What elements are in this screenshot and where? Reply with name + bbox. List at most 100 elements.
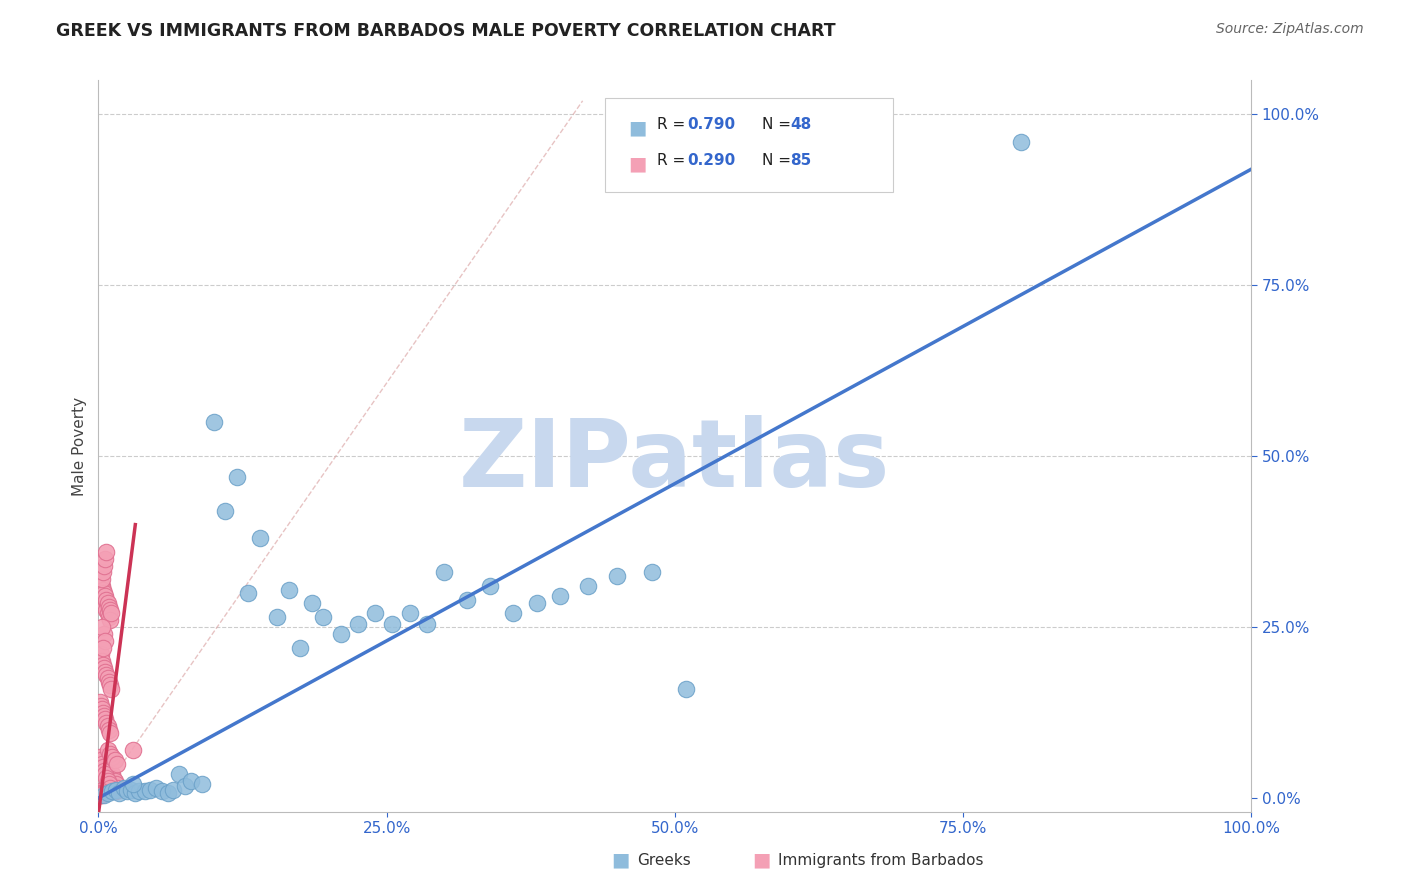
Point	[124, 786, 146, 800]
Point	[202, 415, 225, 429]
Point	[90, 620, 112, 634]
Point	[128, 784, 150, 798]
Text: GREEK VS IMMIGRANTS FROM BARBADOS MALE POVERTY CORRELATION CHART: GREEK VS IMMIGRANTS FROM BARBADOS MALE P…	[56, 22, 835, 40]
Point	[91, 592, 114, 607]
Point	[91, 706, 114, 720]
Point	[93, 709, 115, 723]
Point	[91, 582, 114, 597]
Point	[103, 774, 125, 789]
Point	[94, 665, 117, 679]
Point	[103, 780, 125, 795]
Point	[675, 681, 697, 696]
Point	[94, 551, 117, 566]
Point	[174, 779, 197, 793]
Point	[97, 723, 120, 737]
Point	[416, 616, 439, 631]
Point	[103, 777, 125, 791]
Point	[90, 787, 112, 801]
Point	[90, 786, 112, 800]
Point	[90, 572, 112, 586]
Point	[90, 754, 112, 768]
Point	[100, 681, 122, 696]
Point	[117, 784, 139, 798]
Point	[98, 747, 121, 761]
Point	[98, 726, 121, 740]
Point	[91, 657, 114, 672]
Point	[479, 579, 502, 593]
Point	[112, 780, 135, 795]
Text: 85: 85	[790, 153, 811, 168]
Point	[97, 672, 120, 686]
Point	[1010, 135, 1032, 149]
Point	[90, 579, 112, 593]
Point	[93, 627, 115, 641]
Point	[150, 784, 173, 798]
Point	[94, 599, 117, 614]
Point	[97, 786, 120, 800]
Point	[90, 654, 112, 668]
Point	[606, 569, 628, 583]
Text: Immigrants from Barbados: Immigrants from Barbados	[778, 853, 983, 868]
Point	[90, 698, 112, 713]
Text: N =: N =	[762, 117, 796, 132]
Point	[89, 788, 111, 802]
Point	[104, 784, 127, 798]
Text: R =: R =	[657, 153, 690, 168]
Point	[381, 616, 404, 631]
Point	[89, 787, 111, 801]
Point	[97, 777, 120, 791]
Point	[90, 648, 112, 662]
Point	[347, 616, 370, 631]
Point	[101, 767, 124, 781]
Point	[93, 661, 115, 675]
Point	[94, 767, 117, 781]
Point	[277, 582, 299, 597]
Point	[93, 788, 115, 802]
Text: ZIPatlas: ZIPatlas	[460, 415, 890, 507]
Point	[641, 566, 664, 580]
Point	[96, 545, 118, 559]
Point	[89, 750, 111, 764]
Point	[98, 780, 121, 795]
Point	[266, 610, 288, 624]
Point	[93, 596, 115, 610]
Point	[578, 579, 600, 593]
Point	[97, 596, 120, 610]
Point	[89, 789, 111, 803]
Point	[90, 586, 112, 600]
Point	[120, 782, 142, 797]
Point	[91, 640, 114, 655]
Text: N =: N =	[762, 153, 796, 168]
Point	[98, 613, 121, 627]
Point	[97, 599, 120, 614]
Text: ■: ■	[752, 851, 770, 870]
Point	[456, 592, 478, 607]
Point	[90, 788, 112, 802]
Point	[167, 767, 190, 781]
Text: Source: ZipAtlas.com: Source: ZipAtlas.com	[1216, 22, 1364, 37]
Point	[90, 702, 112, 716]
Point	[101, 774, 124, 789]
Point	[96, 715, 118, 730]
Point	[94, 633, 117, 648]
Point	[105, 756, 128, 771]
Point	[191, 777, 214, 791]
Point	[89, 784, 111, 798]
Y-axis label: Male Poverty: Male Poverty	[72, 396, 87, 496]
Point	[93, 586, 115, 600]
Point	[101, 784, 124, 798]
Text: ■: ■	[628, 154, 647, 173]
Point	[139, 782, 162, 797]
Point	[96, 603, 118, 617]
Point	[502, 607, 524, 621]
Point	[96, 771, 118, 785]
Point	[301, 596, 323, 610]
Point	[122, 777, 145, 791]
Point	[108, 786, 131, 800]
Point	[398, 607, 420, 621]
Point	[156, 786, 179, 800]
Point	[433, 566, 456, 580]
Point	[101, 750, 124, 764]
Point	[93, 764, 115, 778]
Point	[122, 743, 145, 757]
